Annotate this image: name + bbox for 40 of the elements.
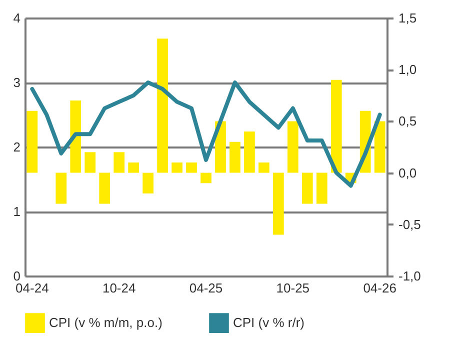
bar (272, 172, 284, 235)
y-tick-label: 2 (13, 140, 20, 154)
bar (70, 100, 82, 173)
bar (142, 172, 154, 194)
bar (374, 121, 386, 173)
bar (157, 38, 168, 173)
legend-label: CPI (v % m/m, p.o.) (49, 315, 162, 330)
bar (172, 162, 182, 173)
bar (26, 110, 38, 173)
y2-tick-label: 1,5 (398, 10, 417, 26)
x-tick-label: 10-25 (276, 280, 310, 296)
bar (84, 152, 96, 173)
bar (56, 172, 67, 204)
x-tick-label: 04-24 (16, 280, 49, 296)
bar (186, 162, 197, 173)
bar (258, 162, 270, 173)
bar (128, 162, 140, 173)
bar (200, 172, 212, 184)
bar (330, 80, 342, 173)
y2-tick-label: -0,5 (398, 216, 421, 232)
x-tick-label: 04-25 (189, 280, 223, 296)
y-tick-label: 0 (13, 268, 20, 284)
bar (99, 172, 110, 204)
bar (287, 121, 298, 173)
bar (244, 132, 255, 173)
bar (114, 152, 125, 173)
y-tick-label: 1 (13, 204, 20, 219)
line-series (30, 80, 382, 188)
bar (316, 172, 328, 204)
y2-tick-label: 0,5 (398, 114, 417, 129)
y2-tick-label: 1,0 (398, 62, 417, 78)
y2-tick-label: -1,0 (398, 268, 421, 284)
x-tick-label: 04-26 (363, 280, 396, 296)
x-tick-label: 10-24 (102, 280, 136, 296)
legend-label: CPI (v % r/r) (233, 315, 304, 330)
bar (302, 172, 313, 204)
y-tick-label: 4 (13, 10, 20, 26)
y2-tick-label: 0,0 (398, 165, 417, 180)
bar (230, 142, 240, 173)
y-tick-label: 3 (13, 75, 20, 90)
